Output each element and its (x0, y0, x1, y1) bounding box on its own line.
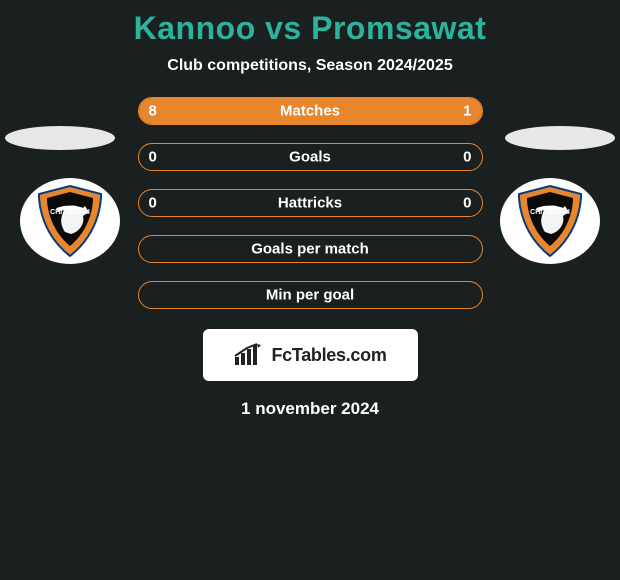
stat-row-matches: 8 Matches 1 (138, 97, 483, 125)
stat-label: Min per goal (266, 287, 354, 304)
stat-right-value: 0 (463, 149, 471, 166)
stat-label: Hattricks (278, 195, 342, 212)
stat-label: Matches (280, 103, 340, 120)
stat-row-min-per-goal: Min per goal (138, 281, 483, 309)
svg-text:CHIANGRAI: CHIANGRAI (530, 209, 570, 216)
stat-bars: 8 Matches 1 0 Goals 0 0 Hattricks 0 Goal… (138, 97, 483, 309)
club-badge-left: CHIANGRAI (20, 178, 120, 264)
date-label: 1 november 2024 (0, 399, 620, 419)
fctables-logo: FcTables.com (203, 329, 418, 381)
player-right-placeholder (505, 126, 615, 150)
stat-row-goals-per-match: Goals per match (138, 235, 483, 263)
stat-right-value: 0 (463, 195, 471, 212)
stat-label: Goals per match (251, 241, 369, 258)
bar-fill-left (139, 98, 413, 124)
page-subtitle: Club competitions, Season 2024/2025 (0, 57, 620, 75)
page-title: Kannoo vs Promsawat (0, 0, 620, 47)
stat-row-hattricks: 0 Hattricks 0 (138, 189, 483, 217)
club-badge-right: CHIANGRAI (500, 178, 600, 264)
bar-chart-icon (233, 343, 265, 367)
svg-text:CHIANGRAI: CHIANGRAI (50, 209, 90, 216)
stat-left-value: 0 (149, 195, 157, 212)
stat-left-value: 0 (149, 149, 157, 166)
stat-label: Goals (289, 149, 331, 166)
stat-right-value: 1 (463, 103, 471, 120)
shield-icon: CHIANGRAI (515, 184, 585, 258)
player-left-placeholder (5, 126, 115, 150)
stat-row-goals: 0 Goals 0 (138, 143, 483, 171)
shield-icon: CHIANGRAI (35, 184, 105, 258)
logo-text: FcTables.com (271, 345, 386, 366)
stat-left-value: 8 (149, 103, 157, 120)
